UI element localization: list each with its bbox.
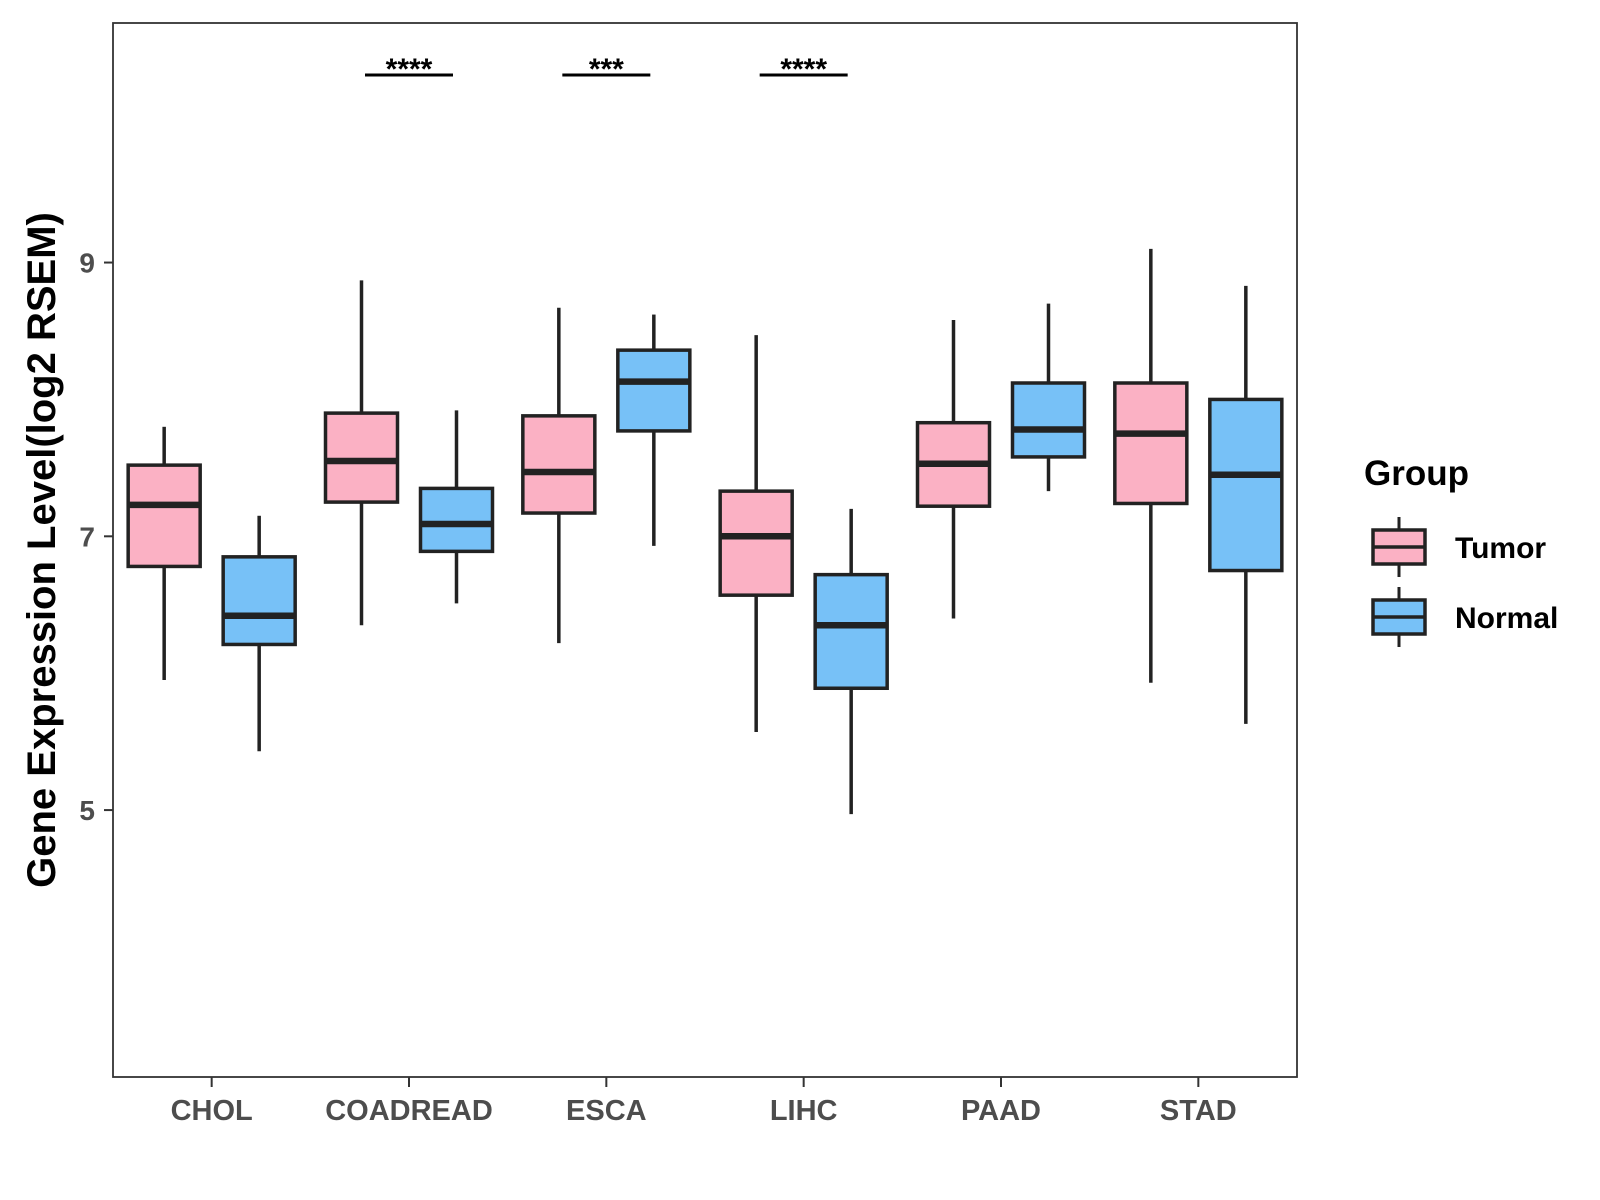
legend-label: Normal <box>1455 602 1558 635</box>
legend-item-normal: Normal <box>1371 587 1558 647</box>
box-tumor-chol <box>126 426 202 681</box>
legend-label: Tumor <box>1455 532 1546 565</box>
box-body <box>813 572 889 691</box>
significance-label: *** <box>589 53 624 86</box>
legend-item-tumor: Tumor <box>1371 517 1546 577</box>
legend: Group Tumor Normal <box>1364 454 1558 647</box>
box-normal-esca <box>616 314 692 546</box>
y-axis-title: Gene Expression Level(log2 RSEM) <box>20 212 64 888</box>
box-normal-paad <box>1010 303 1087 492</box>
box-normal-lihc <box>813 508 889 815</box>
x-tick-label: CHOL <box>171 1095 253 1127</box>
box-tumor-esca <box>521 307 597 644</box>
box-body <box>418 486 495 554</box>
x-tick-label: LIHC <box>770 1095 838 1127</box>
box-body <box>1208 397 1284 573</box>
x-tick-label: COADREAD <box>325 1095 493 1127</box>
y-axis: 5 7 9 <box>79 248 113 826</box>
box-body <box>718 489 794 597</box>
box-normal-stad <box>1208 285 1284 724</box>
x-tick-label: PAAD <box>961 1095 1041 1127</box>
box-body <box>1010 381 1087 459</box>
box-normal-chol <box>221 515 297 752</box>
box-tumor-paad <box>915 320 992 619</box>
x-tick-label: STAD <box>1160 1095 1237 1127</box>
box-body <box>221 555 297 647</box>
box-body <box>126 463 202 569</box>
x-axis: CHOL COADREAD ESCA LIHC PAAD STAD <box>171 1077 1237 1127</box>
boxes <box>126 248 1284 815</box>
box-body <box>323 411 400 504</box>
y-tick-label: 5 <box>79 795 95 826</box>
box-body <box>1113 381 1189 506</box>
box-tumor-lihc <box>718 335 794 733</box>
box-normal-coadread <box>418 410 495 604</box>
box-body <box>521 414 597 515</box>
box-body <box>616 348 692 433</box>
y-tick-label: 9 <box>79 248 95 279</box>
plot-panel <box>112 22 1298 1078</box>
x-tick-label: ESCA <box>566 1095 647 1127</box>
significance-annotations: **** *** **** <box>365 53 848 86</box>
legend-title: Group <box>1364 454 1469 493</box>
significance-label: **** <box>780 53 827 86</box>
significance-label: **** <box>386 53 433 86</box>
box-tumor-stad <box>1113 248 1189 683</box>
box-tumor-coadread <box>323 280 400 626</box>
y-tick-label: 7 <box>79 521 95 552</box>
